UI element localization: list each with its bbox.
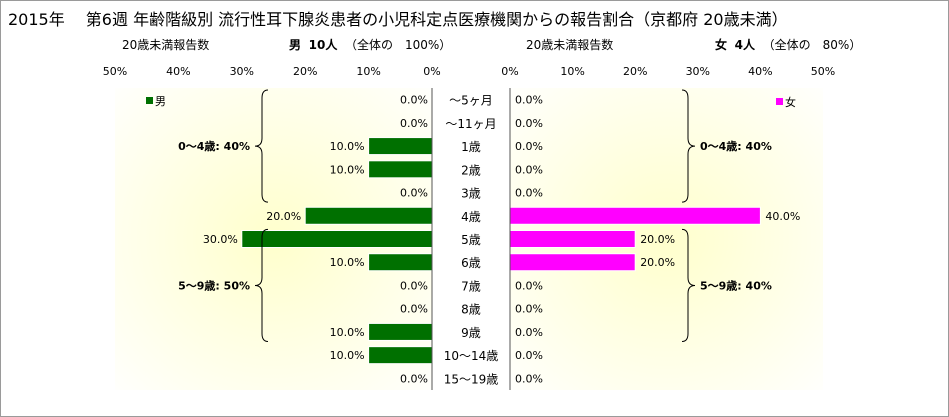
age-category-label: 9歳 — [461, 326, 481, 340]
male-legend-label: 男 — [155, 95, 166, 108]
female-legend-label: 女 — [785, 95, 796, 109]
male-x-tick-label: 10% — [356, 65, 380, 78]
female-x-tick-label: 30% — [686, 65, 710, 78]
female-legend-swatch — [776, 98, 783, 105]
male-value-label: 0.0% — [400, 372, 428, 385]
male-value-label: 10.0% — [330, 163, 365, 176]
female-value-label: 0.0% — [515, 279, 543, 292]
male-bar — [368, 253, 433, 272]
female-header-sex: 女 — [715, 38, 728, 52]
male-value-label: 10.0% — [330, 326, 365, 339]
male-header-count: 10人 — [308, 38, 338, 52]
female-value-label: 40.0% — [765, 210, 800, 223]
male-value-label: 0.0% — [400, 303, 428, 316]
female-value-label: 0.0% — [515, 349, 543, 362]
female-group-brace — [681, 89, 696, 203]
male-group-brace — [254, 89, 269, 203]
male-header-summary: 男 10人 （全体の 100%） — [289, 36, 451, 53]
male-bar — [304, 206, 433, 225]
female-group-label: 5～9歳: 40% — [700, 278, 772, 292]
male-x-tick-label: 50% — [103, 65, 127, 78]
age-category-label: ～5ヶ月 — [449, 94, 493, 108]
female-x-tick-label: 20% — [623, 65, 647, 78]
female-value-label: 0.0% — [515, 94, 543, 107]
male-bar — [368, 346, 433, 365]
male-group-label: 0～4歳: 40% — [178, 139, 250, 153]
male-group-brace — [254, 228, 269, 343]
female-header-total: （全体の 80%） — [762, 38, 862, 52]
age-category-label: 15～19歳 — [444, 372, 499, 386]
male-bar — [241, 230, 433, 248]
age-category-label: 4歳 — [461, 210, 481, 224]
male-x-tick-label: 30% — [230, 65, 254, 78]
male-value-label: 30.0% — [203, 233, 238, 246]
female-value-label: 20.0% — [640, 256, 675, 269]
female-value-label: 0.0% — [515, 187, 543, 200]
male-value-label: 0.0% — [400, 94, 428, 107]
age-category-label: 5歳 — [461, 233, 481, 247]
male-bar — [368, 137, 433, 156]
female-value-label: 0.0% — [515, 326, 543, 339]
male-value-label: 0.0% — [400, 279, 428, 292]
female-value-label: 0.0% — [515, 117, 543, 130]
male-group-label: 5～9歳: 50% — [178, 278, 250, 292]
female-x-tick-label: 50% — [811, 65, 835, 78]
age-category-label: 10～14歳 — [444, 349, 499, 363]
male-bar — [368, 322, 433, 341]
age-category-label: 6歳 — [461, 256, 481, 270]
male-value-label: 0.0% — [400, 187, 428, 200]
female-value-label: 0.0% — [515, 303, 543, 316]
age-category-label: 1歳 — [461, 140, 481, 154]
male-header-sex: 男 — [289, 38, 302, 52]
female-value-label: 20.0% — [640, 233, 675, 246]
female-x-tick-label: 40% — [748, 65, 772, 78]
age-category-label: ～11ヶ月 — [445, 117, 496, 131]
male-legend-swatch — [146, 97, 153, 104]
male-x-tick-label: 20% — [293, 65, 317, 78]
chart-title: 2015年 第6週 年齢階級別 流行性耳下腺炎患者の小児科定点医療機関からの報告… — [8, 10, 788, 29]
male-x-tick-label: 0% — [423, 65, 440, 78]
male-x-tick-label: 40% — [166, 65, 190, 78]
age-category-label: 2歳 — [461, 163, 481, 177]
female-header-summary: 女 4人 （全体の 80%） — [715, 36, 861, 53]
male-header-label: 20歳未満報告数 — [122, 38, 210, 52]
female-bar — [509, 206, 761, 225]
age-category-label: 7歳 — [461, 279, 481, 293]
male-value-label: 10.0% — [330, 349, 365, 362]
age-category-label: 8歳 — [461, 303, 481, 317]
female-bar — [509, 230, 636, 248]
female-value-label: 0.0% — [515, 140, 543, 153]
male-value-label: 20.0% — [266, 210, 301, 223]
female-x-tick-label: 10% — [560, 65, 584, 78]
female-group-brace — [681, 228, 696, 343]
male-header-total: （全体の 100%） — [345, 38, 452, 52]
female-x-tick-label: 0% — [501, 65, 518, 78]
female-header-label: 20歳未満報告数 — [526, 38, 614, 52]
female-group-label: 0～4歳: 40% — [700, 139, 772, 153]
male-bar — [368, 160, 433, 179]
male-value-label: 0.0% — [400, 117, 428, 130]
age-category-label: 3歳 — [461, 187, 481, 201]
female-header-count: 4人 — [734, 38, 756, 52]
female-value-label: 0.0% — [515, 372, 543, 385]
male-value-label: 10.0% — [330, 256, 365, 269]
male-value-label: 10.0% — [330, 140, 365, 153]
female-value-label: 0.0% — [515, 163, 543, 176]
female-bar — [509, 253, 636, 272]
